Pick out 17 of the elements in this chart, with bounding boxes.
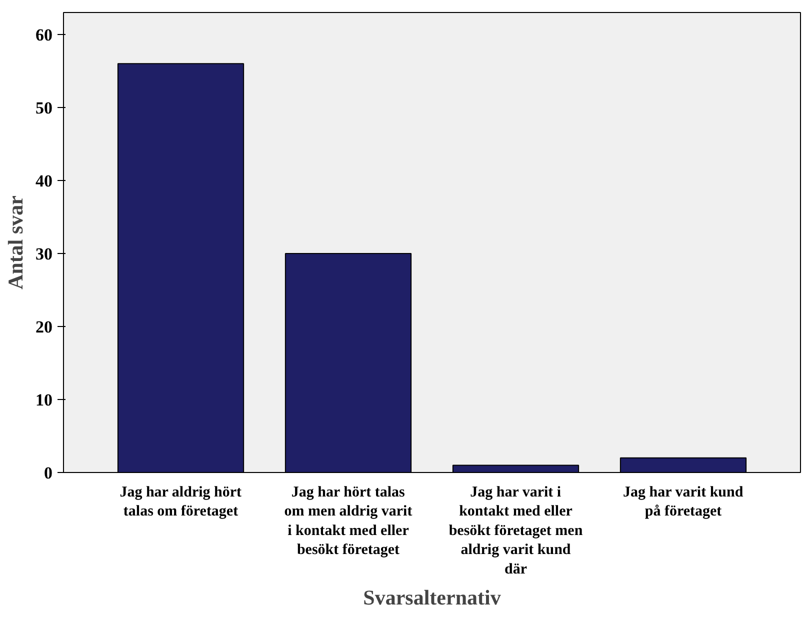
x-tick-label: Jag har hört talas om men aldrig varit i kontakt med eller besökt företaget [284, 484, 412, 558]
y-tick-label: 0 [44, 464, 52, 482]
y-tick-label: 10 [36, 390, 52, 410]
y-tick-label: 50 [36, 98, 52, 118]
x-tick-label: Jag har varit kund på företaget [623, 484, 744, 520]
x-axis-title: Svarsalternativ [363, 585, 502, 610]
y-tick-label: 30 [36, 244, 52, 264]
y-tick-label: 60 [36, 25, 52, 44]
bar [452, 464, 580, 472]
x-tick-label: Jag har varit i kontakt med eller besökt företaget men aldrig varit kund där [448, 484, 584, 578]
y-tick-label: 20 [36, 317, 52, 336]
bar [284, 252, 412, 472]
bar [117, 63, 244, 472]
y-tick-label: 40 [36, 171, 52, 190]
x-tick-label: Jag har aldrig hört talas om företaget [120, 484, 242, 520]
y-axis-title: Antal svar [4, 196, 28, 290]
bar [620, 457, 747, 472]
